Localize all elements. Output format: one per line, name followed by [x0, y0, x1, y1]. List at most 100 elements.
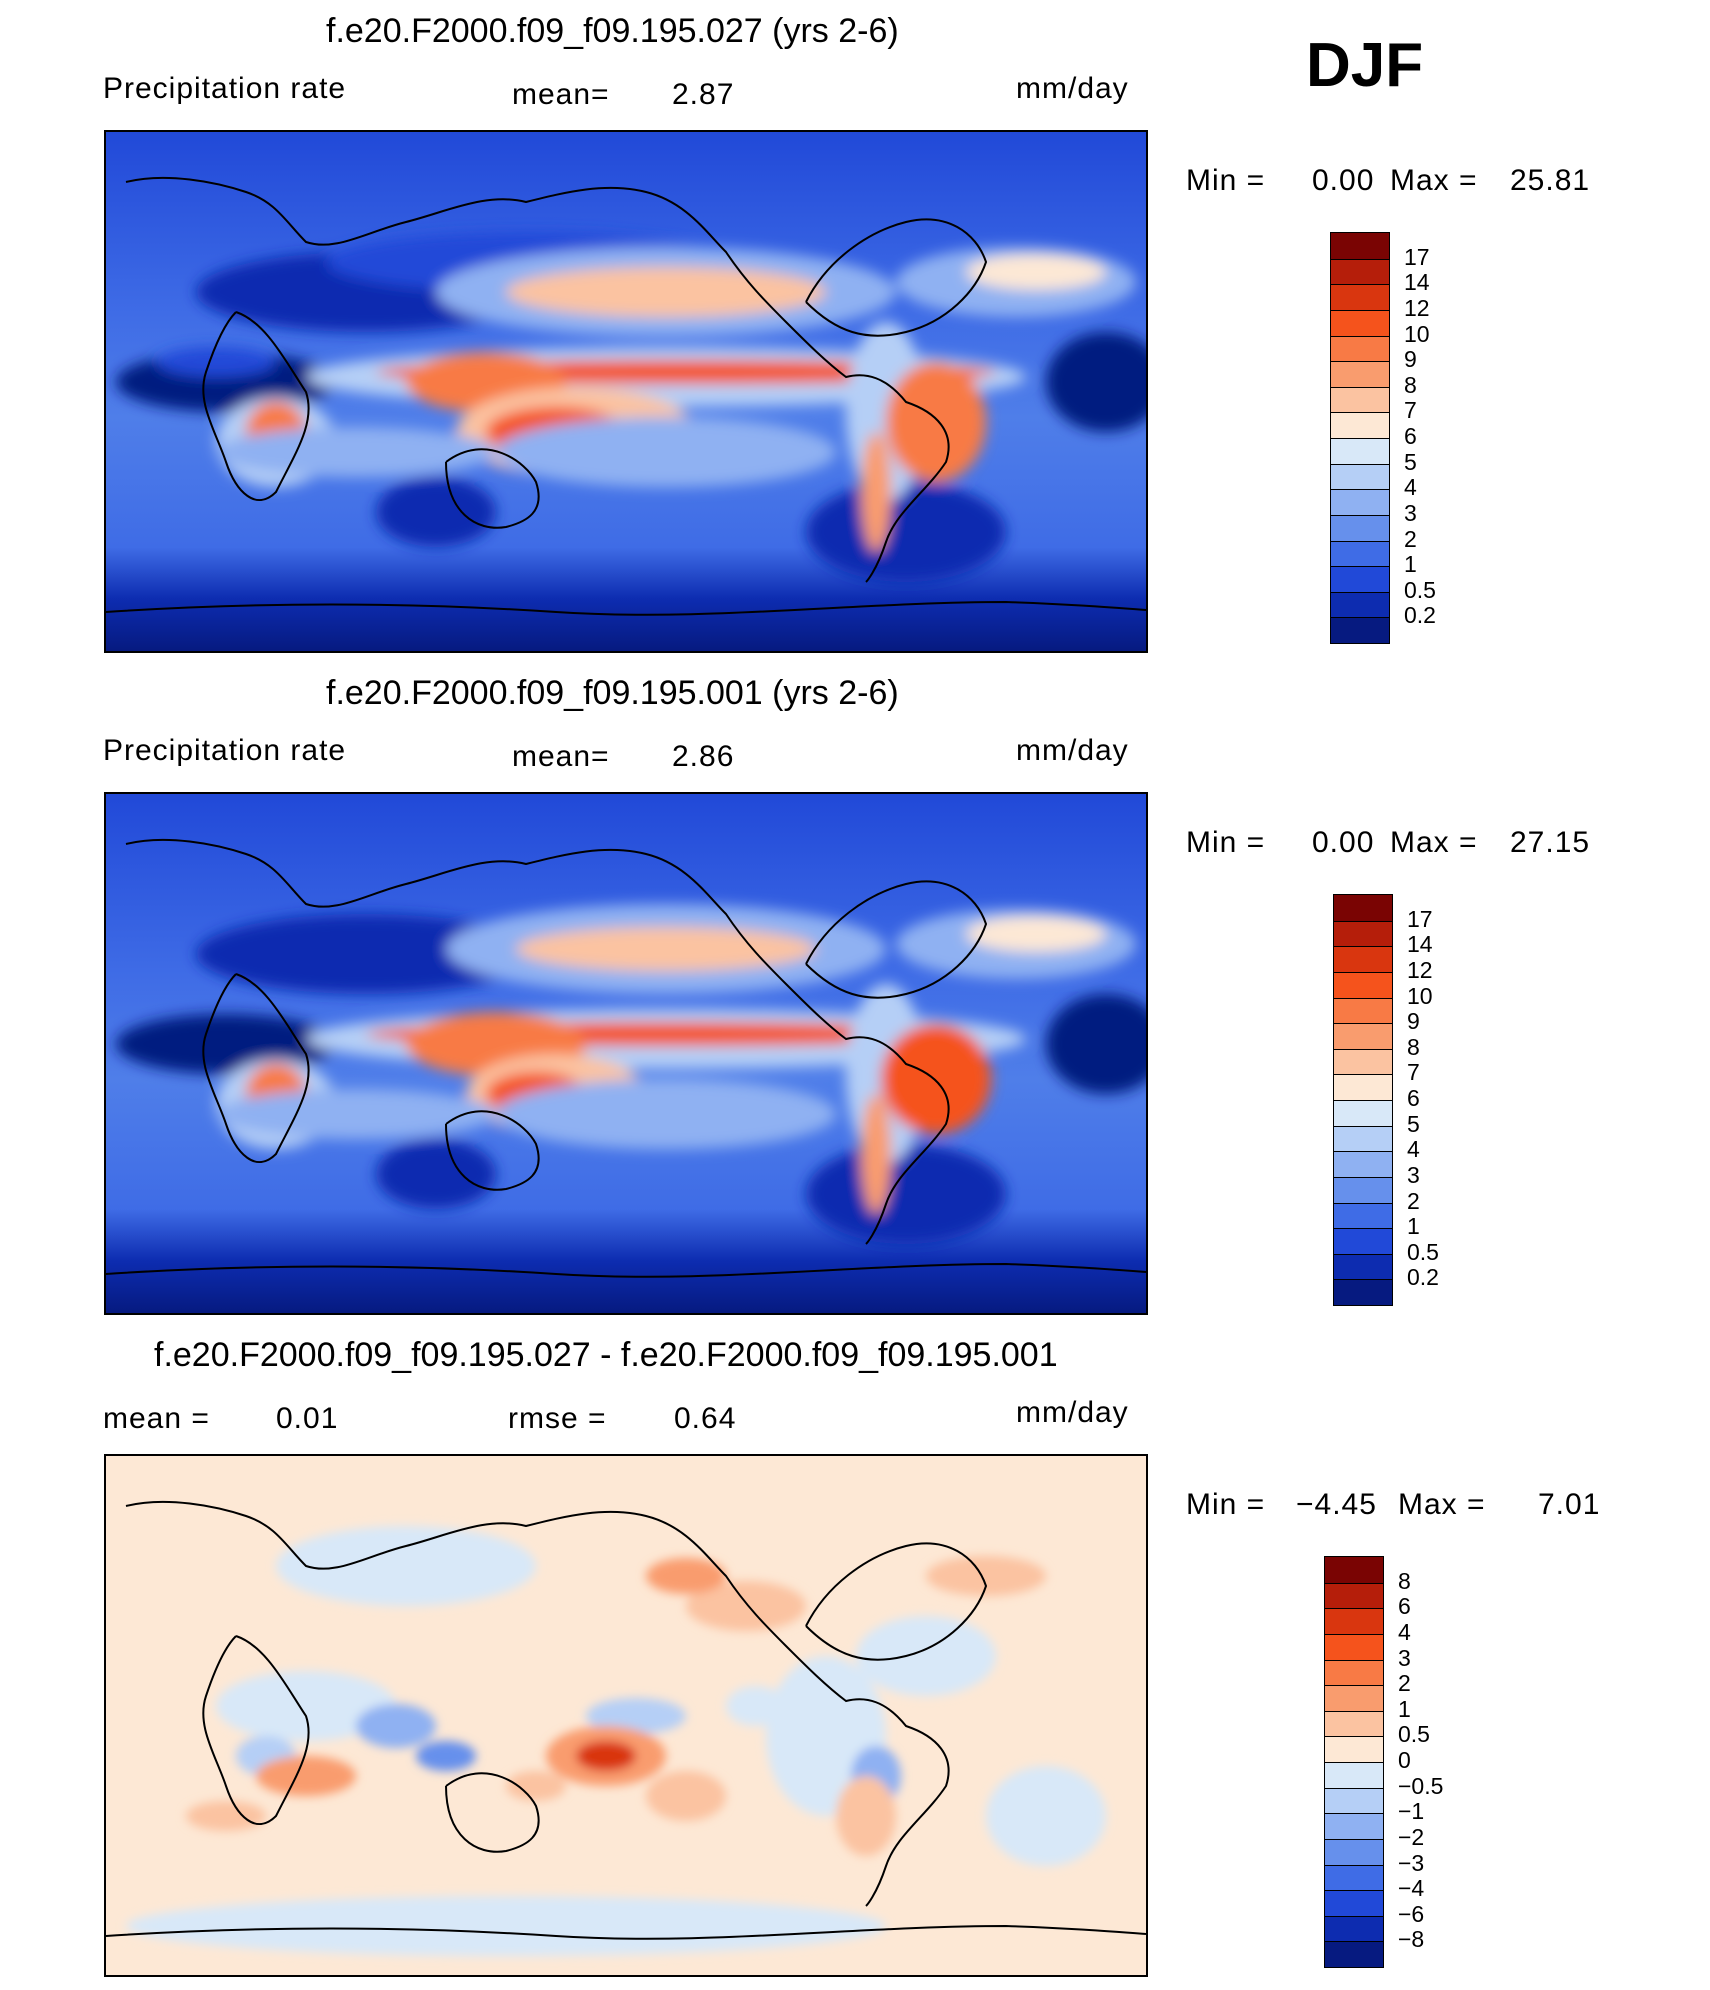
- colorbar-cell: [1331, 386, 1389, 413]
- panel1-mean-value: 2.87: [672, 78, 735, 111]
- colorbar-cell: [1334, 1074, 1392, 1100]
- colorbar-cell: [1325, 1915, 1383, 1942]
- colorbar-cell: [1325, 1762, 1383, 1788]
- panel1-max-value: 25.81: [1510, 164, 1591, 197]
- panel3-mean-value: 0.01: [276, 1402, 339, 1435]
- panel3-title: f.e20.F2000.f09_f09.195.027 - f.e20.F200…: [154, 1336, 1058, 1374]
- colorbar-tick-label: 7: [1407, 1059, 1420, 1086]
- colorbar-cell: [1325, 1838, 1383, 1865]
- panel3-rmse-value: 0.64: [674, 1402, 737, 1435]
- colorbar-tick-label: 14: [1404, 269, 1430, 296]
- colorbar-cell: [1331, 540, 1389, 567]
- colorbar-cell: [1334, 1228, 1392, 1254]
- colorbar-tick-label: 12: [1404, 294, 1430, 321]
- panel3-coastlines: [106, 1500, 1146, 1940]
- panel3-mean-label: mean =: [103, 1402, 210, 1435]
- panel1-mean-label: mean=: [512, 78, 610, 111]
- panel2-title: f.e20.F2000.f09_f09.195.001 (yrs 2-6): [326, 674, 899, 712]
- panel3-max-label: Max =: [1398, 1488, 1486, 1521]
- colorbar-cell: [1331, 335, 1389, 362]
- colorbar-tick-label: 6: [1404, 423, 1417, 449]
- colorbar-cell: [1325, 1890, 1383, 1916]
- colorbar-tick-label: 8: [1407, 1033, 1420, 1060]
- panel1-variable-label: Precipitation rate: [103, 72, 347, 105]
- colorbar-cell: [1334, 1176, 1392, 1203]
- panel3-units: mm/day: [1016, 1396, 1129, 1429]
- colorbar-cell: [1334, 920, 1392, 947]
- colorbar-cell: [1334, 1048, 1392, 1075]
- colorbar-cell: [1325, 1608, 1383, 1634]
- panel1-precip-map: [104, 130, 1148, 653]
- colorbar-tick-label: 1: [1404, 551, 1417, 578]
- panel3-rmse-label: rmse =: [508, 1402, 607, 1435]
- colorbar-cell: [1331, 412, 1389, 438]
- colorbar-cell: [1325, 1557, 1383, 1583]
- colorbar-cell: [1334, 946, 1392, 972]
- colorbar-cell: [1334, 1279, 1392, 1305]
- panel1-map-svg: [106, 132, 1146, 651]
- colorbar-tick-label: −3: [1398, 1849, 1425, 1876]
- colorbar-cell: [1334, 1202, 1392, 1229]
- colorbar-cell: [1331, 514, 1389, 541]
- colorbar-tick-label: 5: [1407, 1110, 1420, 1137]
- colorbar-cell: [1325, 1787, 1383, 1814]
- panel2-units: mm/day: [1016, 734, 1129, 767]
- colorbar-tick-label: −6: [1398, 1900, 1425, 1927]
- colorbar-tick-label: 14: [1407, 931, 1433, 958]
- panel3-colorbar: [1324, 1556, 1384, 1968]
- panel2-precip-map: [104, 792, 1148, 1315]
- panel3-max-value: 7.01: [1538, 1488, 1601, 1521]
- panel1-min-value: 0.00: [1312, 164, 1375, 197]
- colorbar-tick-label: 5: [1404, 448, 1417, 475]
- colorbar-tick-label: 0.2: [1407, 1264, 1439, 1291]
- colorbar-cell: [1325, 1710, 1383, 1737]
- colorbar-tick-label: 6: [1407, 1085, 1420, 1111]
- colorbar-cell: [1331, 489, 1389, 515]
- colorbar-cell: [1331, 361, 1389, 387]
- colorbar-tick-label: 3: [1404, 499, 1417, 526]
- colorbar-tick-label: 2: [1404, 525, 1417, 552]
- colorbar-cell: [1334, 1023, 1392, 1049]
- colorbar-cell: [1331, 591, 1389, 618]
- panel2-max-label: Max =: [1390, 826, 1478, 859]
- panel2-variable-label: Precipitation rate: [103, 734, 347, 767]
- panel1-title: f.e20.F2000.f09_f09.195.027 (yrs 2-6): [326, 12, 899, 50]
- panel1-colorbar: [1330, 232, 1390, 644]
- colorbar-tick-label: −0.5: [1398, 1772, 1444, 1799]
- season-label: DJF: [1306, 31, 1424, 100]
- colorbar-tick-label: 7: [1404, 397, 1417, 424]
- colorbar-tick-label: 3: [1398, 1644, 1411, 1671]
- panel2-min-value: 0.00: [1312, 826, 1375, 859]
- colorbar-tick-label: −4: [1398, 1875, 1425, 1902]
- colorbar-tick-label: 8: [1398, 1567, 1411, 1594]
- colorbar-cell: [1325, 1941, 1383, 1967]
- panel2-coastlines: [106, 838, 1146, 1278]
- panel3-difference-map: [104, 1454, 1148, 1977]
- colorbar-tick-label: 0.5: [1404, 576, 1436, 603]
- colorbar-tick-label: 9: [1407, 1008, 1420, 1035]
- colorbar-tick-label: 2: [1407, 1187, 1420, 1214]
- colorbar-tick-label: −8: [1398, 1926, 1425, 1953]
- colorbar-cell: [1331, 463, 1389, 490]
- colorbar-tick-label: 10: [1404, 320, 1430, 347]
- colorbar-tick-label: 0.2: [1404, 602, 1436, 629]
- colorbar-tick-label: 0.5: [1407, 1238, 1439, 1265]
- colorbar-cell: [1334, 1253, 1392, 1280]
- colorbar-tick-label: 0: [1398, 1747, 1411, 1773]
- colorbar-tick-label: 17: [1407, 905, 1433, 932]
- colorbar-cell: [1334, 895, 1392, 921]
- panel1-max-label: Max =: [1390, 164, 1478, 197]
- colorbar-cell: [1325, 1633, 1383, 1660]
- panel2-mean-value: 2.86: [672, 740, 735, 773]
- panel2-map-svg: [106, 794, 1146, 1313]
- colorbar-tick-label: 2: [1398, 1670, 1411, 1697]
- panel1-units: mm/day: [1016, 72, 1129, 105]
- colorbar-tick-label: 1: [1398, 1695, 1411, 1722]
- colorbar-cell: [1331, 258, 1389, 285]
- panel2-min-label: Min =: [1186, 826, 1266, 859]
- colorbar-cell: [1331, 284, 1389, 310]
- panel1-min-label: Min =: [1186, 164, 1266, 197]
- colorbar-cell: [1325, 1685, 1383, 1711]
- colorbar-tick-label: 17: [1404, 243, 1430, 270]
- colorbar-cell: [1331, 309, 1389, 336]
